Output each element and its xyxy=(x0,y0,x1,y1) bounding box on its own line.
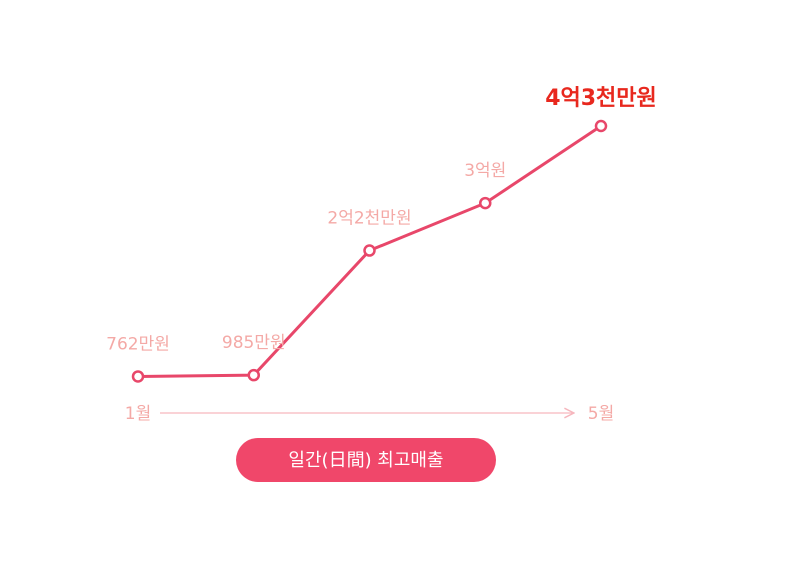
button-label[interactable]: 일간(日間) 최고매출 xyxy=(288,450,443,471)
x-tick-label: 1월 xyxy=(125,404,151,424)
point xyxy=(594,119,608,133)
period-button[interactable] xyxy=(236,438,496,482)
value-label: 3억원 xyxy=(464,161,506,181)
value-label: 4억3천만원 xyxy=(545,86,657,111)
value-label: 2억2천만원 xyxy=(327,209,411,229)
point xyxy=(247,368,260,382)
x-tick-label: 5월 xyxy=(588,404,614,424)
value-label: 762만원 xyxy=(106,334,170,354)
point xyxy=(131,370,145,383)
point xyxy=(363,244,376,257)
point xyxy=(479,196,492,210)
value-label: 985만원 xyxy=(222,333,286,353)
